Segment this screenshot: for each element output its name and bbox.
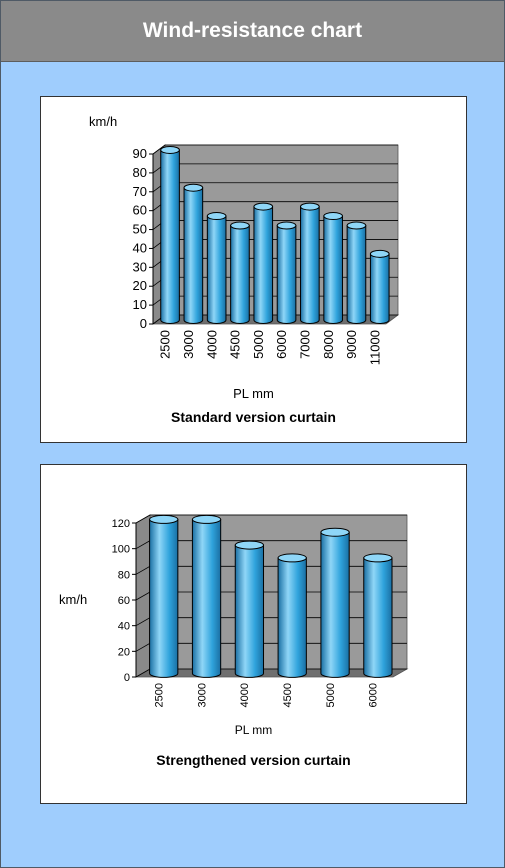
bar-group bbox=[300, 202, 320, 324]
bar-group bbox=[277, 553, 307, 678]
x-tick-label: 7000 bbox=[297, 330, 312, 359]
bar-top bbox=[320, 527, 350, 537]
y-tick-label: 20 bbox=[118, 646, 130, 658]
bar-group bbox=[160, 145, 180, 324]
bar-group bbox=[206, 212, 227, 324]
strengthened-chart-panel: 0 20 40 60 80 100 120 2500 3000 4000 4500 5000 6000 k… bbox=[40, 464, 467, 804]
gridline bbox=[135, 514, 407, 524]
bar-group bbox=[253, 202, 274, 324]
bar bbox=[320, 531, 350, 678]
x-tick-label: 4000 bbox=[239, 683, 251, 707]
bar-group bbox=[183, 183, 204, 324]
bar-group bbox=[191, 514, 222, 678]
bar bbox=[191, 518, 222, 678]
standard-chart: 0 10 20 30 40 50 60 70 80 90 2500 3000 4000 4500 5000 6… bbox=[89, 114, 400, 365]
y-axis-unit: km/h bbox=[89, 114, 117, 129]
bar-top bbox=[230, 221, 250, 230]
x-tick-label: 9000 bbox=[344, 330, 359, 359]
bar-top bbox=[253, 202, 274, 211]
y-tick-label: 70 bbox=[133, 184, 147, 199]
standard-chart-xlabel: PL mm bbox=[233, 386, 274, 401]
bar bbox=[253, 206, 274, 324]
bar bbox=[300, 206, 320, 324]
y-tick-label: 50 bbox=[133, 222, 147, 237]
standard-chart-title: Standard version curtain bbox=[171, 409, 336, 425]
x-tick-label: 5000 bbox=[325, 683, 337, 707]
x-tick-label: 6000 bbox=[368, 683, 380, 707]
x-tick-label: 2500 bbox=[158, 330, 173, 359]
bar-group bbox=[363, 553, 393, 678]
bar-group bbox=[323, 212, 343, 324]
y-tick-label: 10 bbox=[133, 297, 147, 312]
y-tick-label: 100 bbox=[112, 544, 130, 556]
bar bbox=[234, 544, 265, 678]
bar-group bbox=[234, 540, 265, 678]
bar-top bbox=[149, 514, 179, 524]
x-tick-label: 4000 bbox=[204, 330, 219, 359]
bar-group bbox=[320, 527, 350, 678]
y-tick-label: 60 bbox=[133, 203, 147, 218]
x-tick-label: 8000 bbox=[321, 330, 336, 359]
y-tick-label: 40 bbox=[133, 240, 147, 255]
y-tick-label: 60 bbox=[118, 595, 130, 607]
bar-top bbox=[191, 514, 222, 524]
bar-group bbox=[369, 249, 390, 324]
standard-chart-panel: 0 10 20 30 40 50 60 70 80 90 2500 3000 4000 4500 5000 6… bbox=[40, 96, 467, 443]
strengthened-chart: 0 20 40 60 80 100 120 2500 3000 4000 4500 5000 6000 k… bbox=[59, 514, 409, 707]
bar-top bbox=[300, 202, 320, 211]
bar-top bbox=[276, 221, 297, 230]
bar bbox=[277, 557, 307, 678]
y-tick-label: 0 bbox=[140, 316, 147, 331]
bar-top bbox=[323, 212, 343, 221]
x-tick-label: 5000 bbox=[251, 330, 266, 359]
bar-top bbox=[234, 540, 265, 550]
y-tick-label: 30 bbox=[133, 259, 147, 274]
bar-top bbox=[346, 221, 367, 230]
y-tick-label: 0 bbox=[124, 672, 130, 684]
bar bbox=[160, 149, 180, 324]
bar-top bbox=[369, 249, 390, 258]
bar-group bbox=[346, 221, 367, 324]
bar bbox=[363, 557, 393, 678]
bar-top bbox=[160, 145, 180, 154]
bar-group bbox=[276, 221, 297, 324]
bar bbox=[369, 253, 390, 324]
x-tick-label: 2500 bbox=[153, 683, 165, 707]
bar-group bbox=[149, 514, 179, 678]
bar-top bbox=[363, 553, 393, 563]
y-axis-unit: km/h bbox=[59, 592, 87, 607]
y-tick-label: 80 bbox=[118, 569, 130, 581]
strengthened-chart-xlabel: PL mm bbox=[234, 723, 273, 737]
bar bbox=[276, 225, 297, 324]
bar bbox=[346, 225, 367, 324]
y-tick-label: 40 bbox=[118, 621, 130, 633]
page-title: Wind-resistance chart bbox=[1, 1, 504, 62]
bar-top bbox=[277, 553, 307, 563]
y-tick-label: 20 bbox=[133, 278, 147, 293]
bar bbox=[149, 518, 179, 678]
bar-top bbox=[183, 183, 204, 192]
bar-group bbox=[230, 221, 250, 324]
gridline bbox=[152, 144, 398, 155]
bar-top bbox=[206, 212, 227, 221]
bar bbox=[323, 215, 343, 324]
x-tick-label: 4500 bbox=[228, 330, 243, 359]
bar bbox=[230, 225, 250, 324]
y-tick-label: 90 bbox=[133, 146, 147, 161]
y-tick-label: 80 bbox=[133, 165, 147, 180]
x-tick-label: 3000 bbox=[181, 330, 196, 359]
x-tick-label: 11000 bbox=[367, 330, 382, 365]
x-tick-label: 3000 bbox=[196, 683, 208, 707]
y-tick-label: 120 bbox=[112, 518, 130, 530]
strengthened-chart-title: Strengthened version curtain bbox=[156, 752, 351, 768]
x-tick-label: 4500 bbox=[282, 683, 294, 707]
bar bbox=[206, 215, 227, 324]
x-tick-label: 6000 bbox=[274, 330, 289, 359]
bar bbox=[183, 187, 204, 324]
